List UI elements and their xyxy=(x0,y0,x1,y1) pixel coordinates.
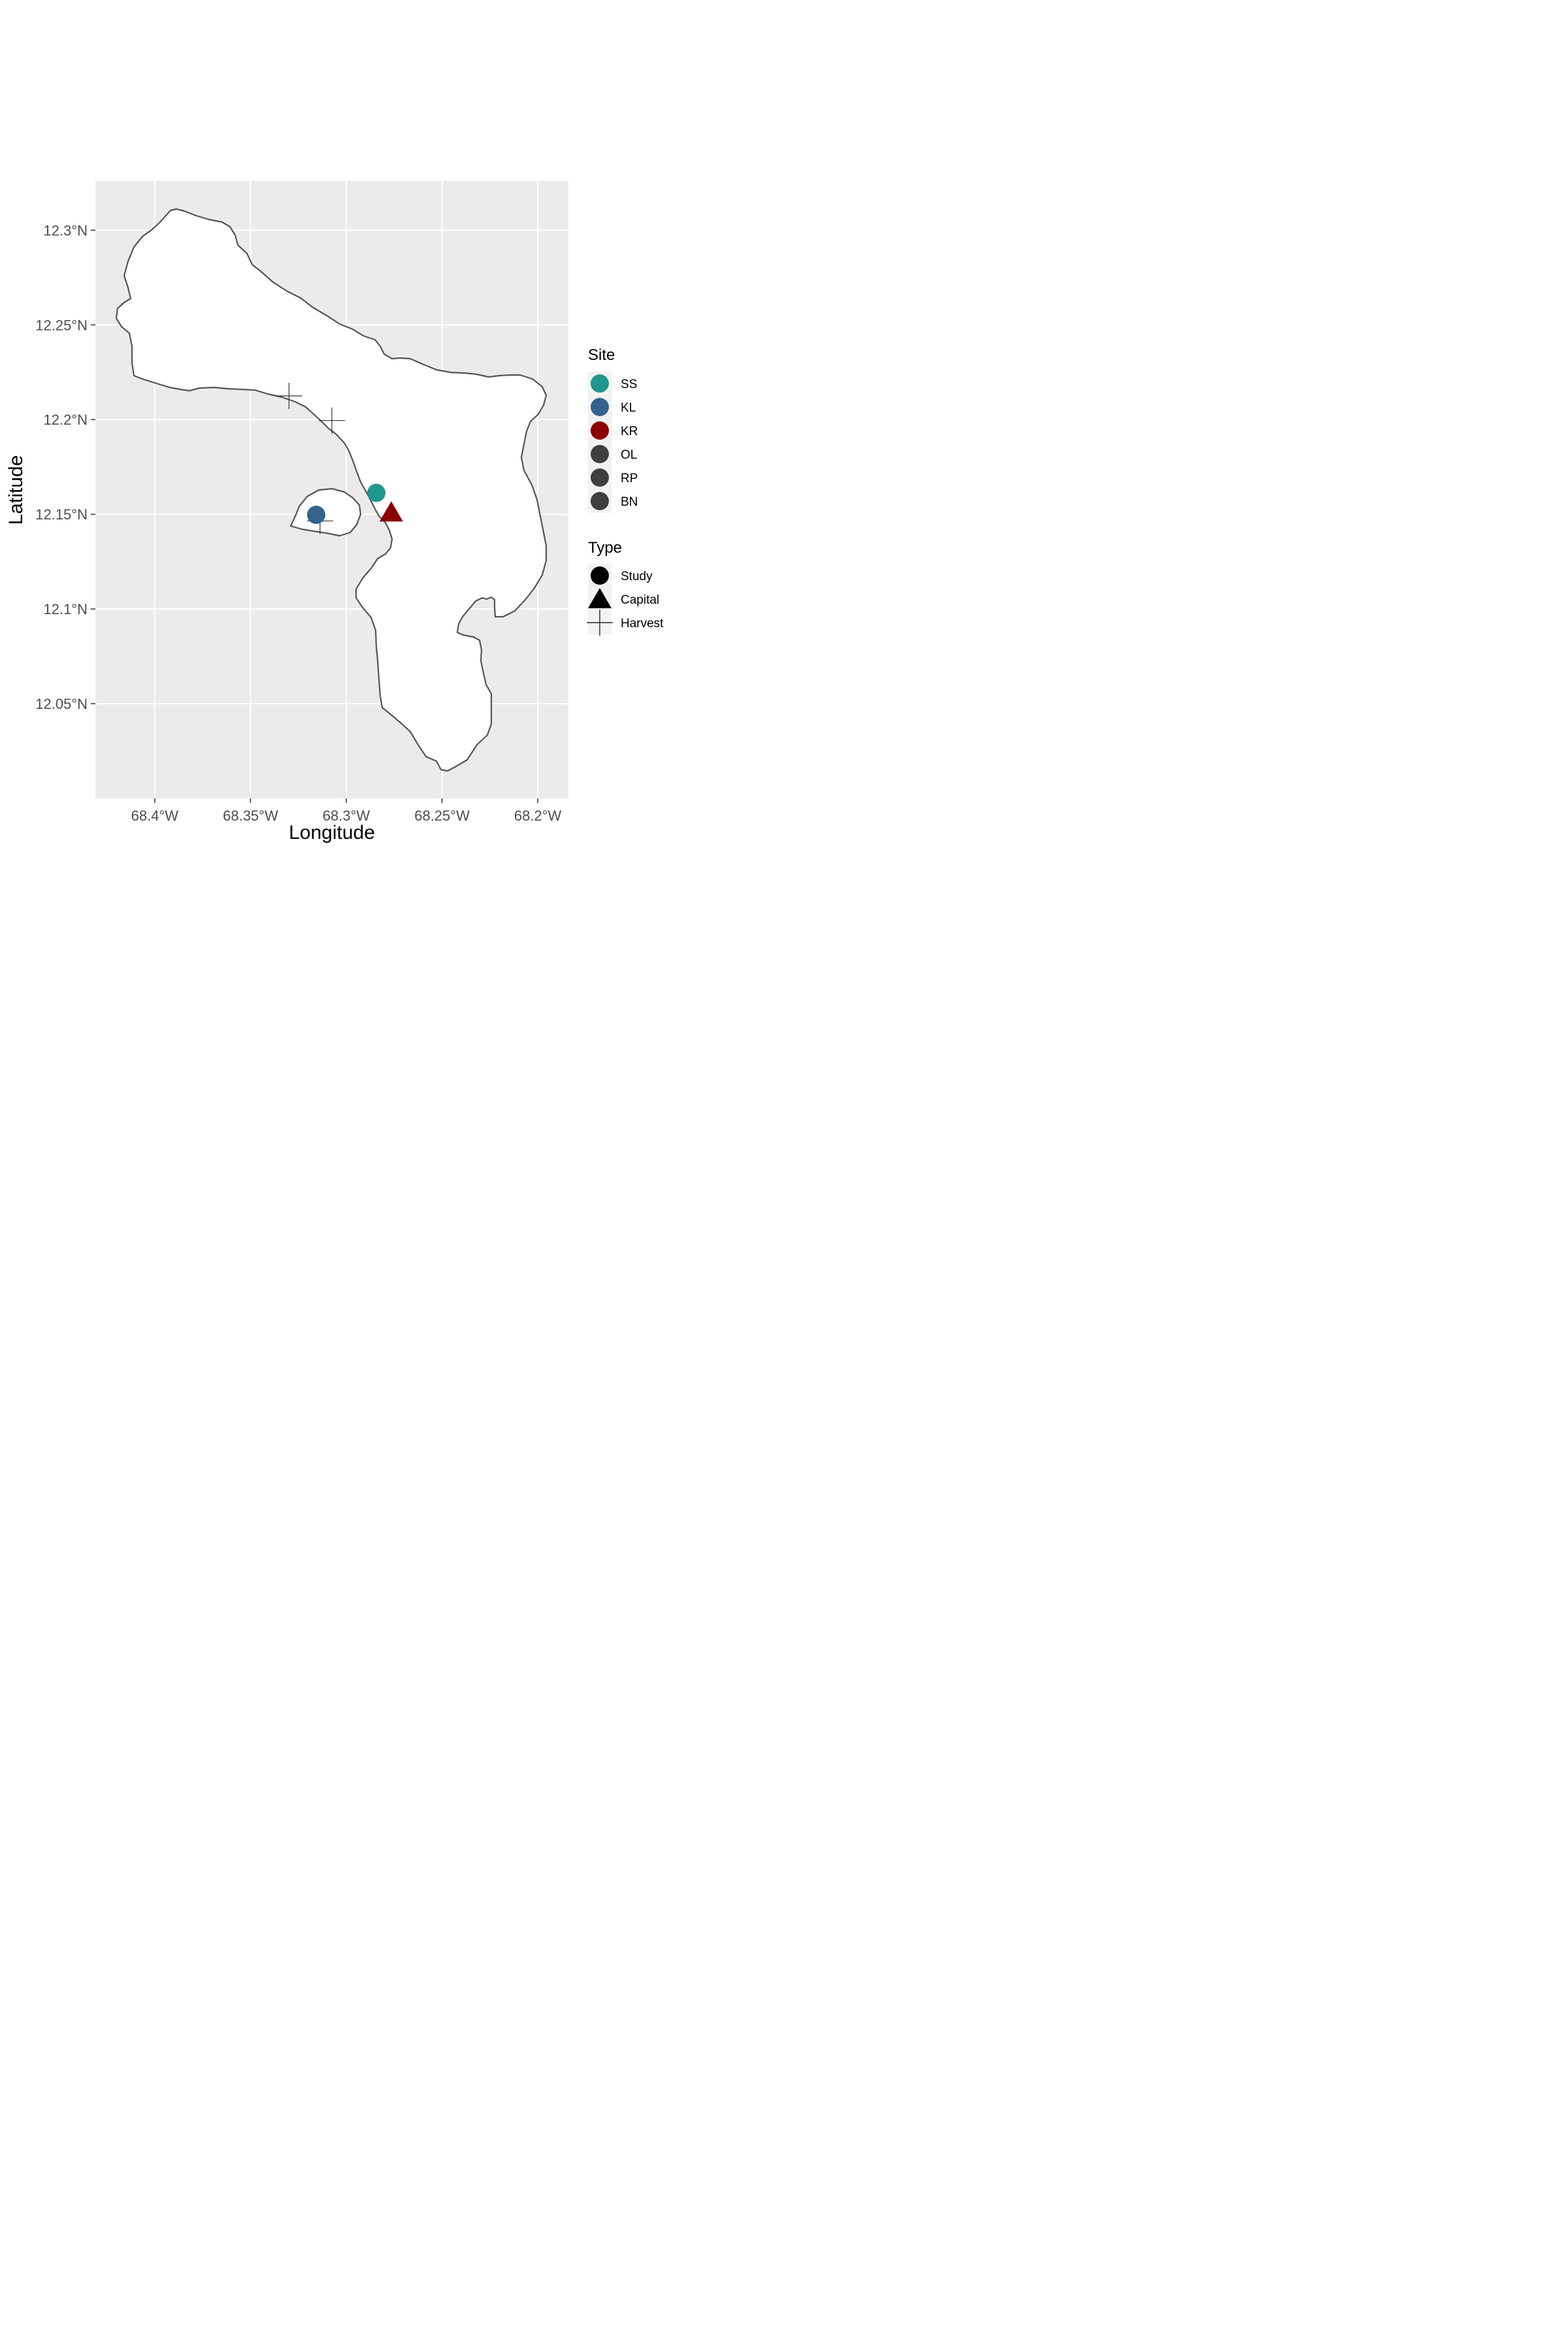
type-legend-item-capital: Capital xyxy=(588,587,659,611)
y-axis-title: Latitude xyxy=(5,455,27,525)
y-tick-label: 12.25°N xyxy=(35,317,88,333)
site-legend: Site SS KL KR OL RP BN xyxy=(588,346,638,513)
map-figure: 68.4°W 68.35°W 68.3°W 68.25°W 68.2°W 12.3°N1… xyxy=(5,181,664,843)
y-tick-label: 12.3°N xyxy=(43,222,88,238)
x-axis-title: Longitude xyxy=(289,822,375,843)
site-marker-kl xyxy=(306,506,325,525)
type-legend-label: Harvest xyxy=(621,617,664,630)
site-legend-label: SS xyxy=(621,378,637,391)
type-legend-item-harvest: Harvest xyxy=(587,610,664,636)
site-legend-label: KR xyxy=(621,425,638,438)
site-legend-label: RP xyxy=(621,472,638,485)
y-tick-label: 12.2°N xyxy=(43,412,88,428)
site-legend-label: OL xyxy=(621,448,637,462)
site-legend-item-bn: BN xyxy=(588,489,638,513)
site-legend-item-rp: RP xyxy=(588,466,638,489)
y-axis-ticks: 12.3°N 12.25°N 12.2°N 12.15°N 12.1°N 12.05°N xyxy=(35,222,95,712)
site-legend-item-kr: KR xyxy=(588,419,638,442)
site-legend-item-ss: SS xyxy=(588,372,637,395)
klein-bonaire-coastline xyxy=(289,487,362,537)
y-tick-label: 12.15°N xyxy=(35,506,88,523)
x-axis-ticks: 68.4°W 68.35°W 68.3°W 68.25°W 68.2°W xyxy=(131,798,562,824)
site-markers xyxy=(306,483,403,525)
site-legend-label: BN xyxy=(621,495,638,509)
type-legend-item-study: Study xyxy=(588,564,653,587)
main-island-coastline xyxy=(115,208,547,772)
site-marker-kr xyxy=(379,501,403,522)
x-tick-label: 68.25°W xyxy=(414,808,470,824)
harvest-marker xyxy=(276,383,302,410)
type-legend-label: Study xyxy=(621,570,653,583)
y-tick-label: 12.1°N xyxy=(43,601,88,617)
y-tick-label: 12.05°N xyxy=(35,696,88,712)
site-legend-item-ol: OL xyxy=(588,442,637,466)
x-tick-label: 68.2°W xyxy=(514,808,562,824)
x-tick-label: 68.4°W xyxy=(131,808,179,824)
site-legend-title: Site xyxy=(588,346,615,364)
x-tick-label: 68.3°W xyxy=(323,808,370,824)
x-tick-label: 68.35°W xyxy=(223,808,278,824)
site-legend-label: KL xyxy=(621,401,636,415)
type-legend-label: Capital xyxy=(621,593,659,607)
harvest-marker xyxy=(319,407,345,434)
type-legend: Type Study Capital Harvest xyxy=(587,539,664,636)
site-legend-item-kl: KL xyxy=(588,395,636,419)
type-legend-title: Type xyxy=(588,539,622,557)
site-marker-ss xyxy=(367,483,386,502)
